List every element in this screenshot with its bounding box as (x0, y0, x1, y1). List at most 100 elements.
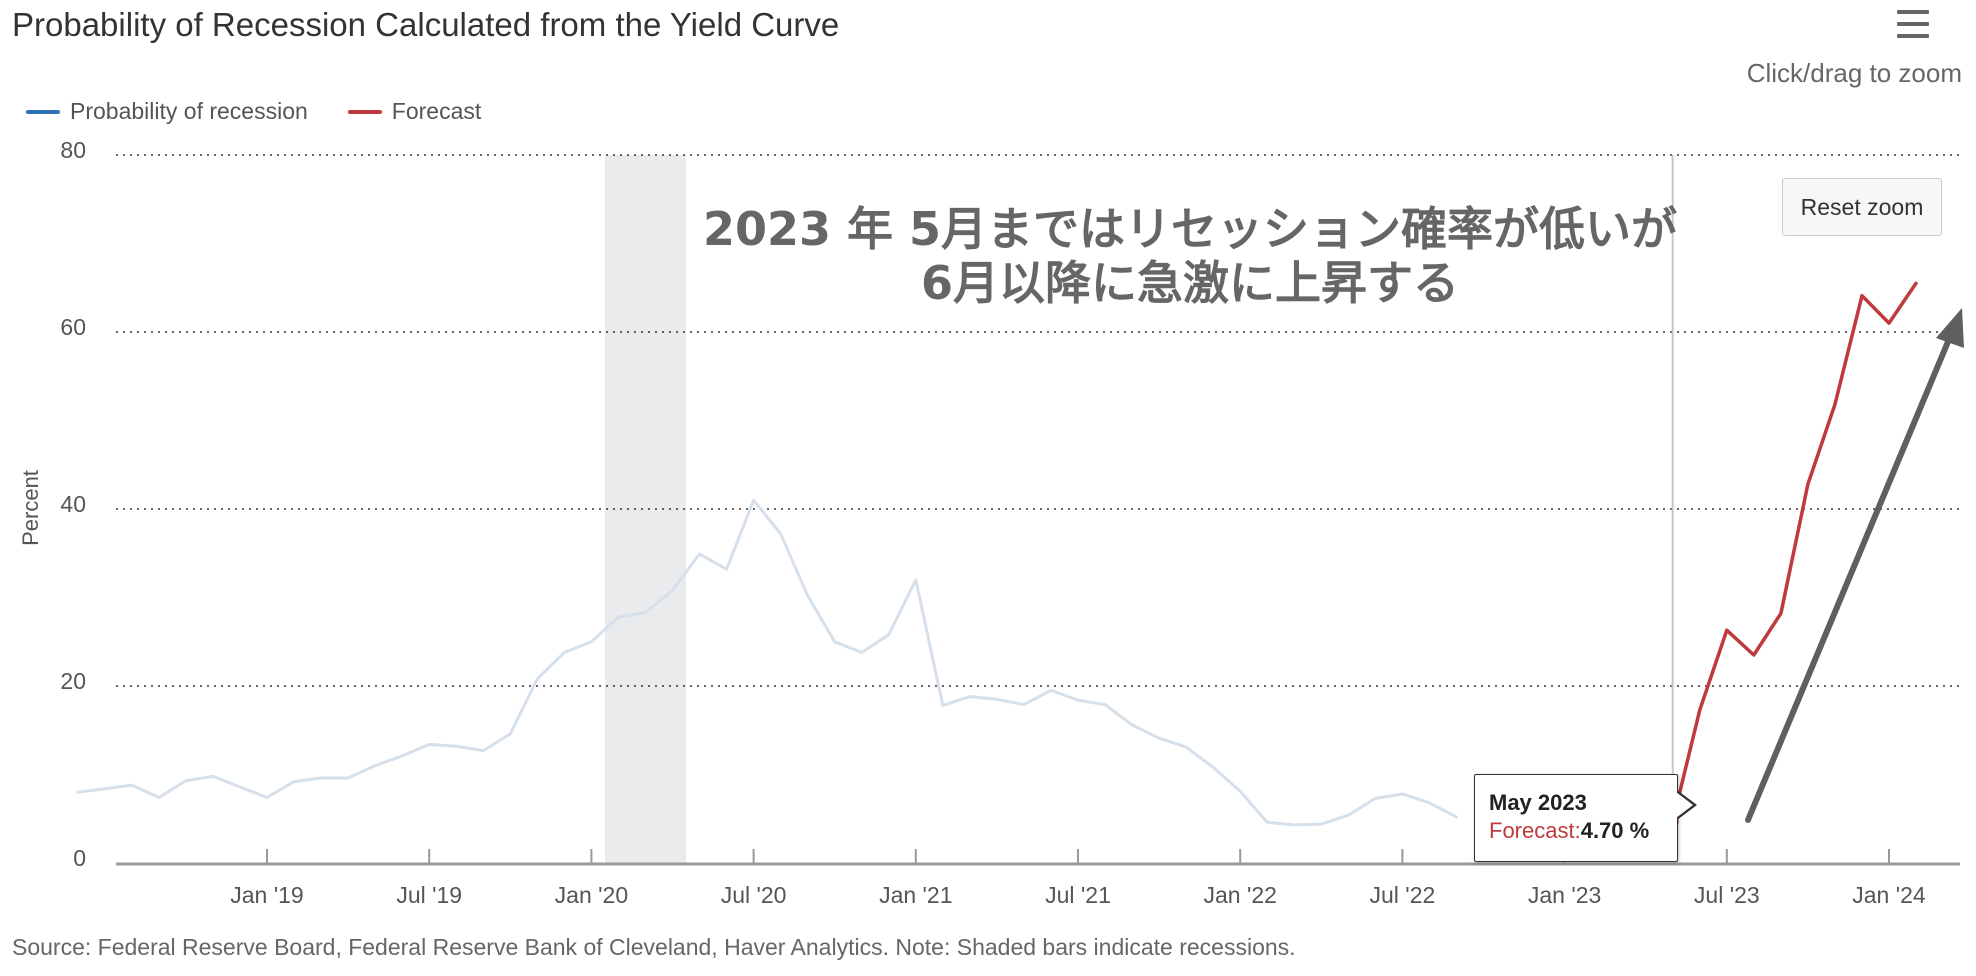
forecast-point[interactable] (1805, 481, 1811, 487)
forecast-point[interactable] (1697, 707, 1703, 713)
forecast-point[interactable] (1724, 627, 1730, 633)
probability-point[interactable] (913, 577, 919, 583)
probability-point[interactable] (1345, 812, 1351, 818)
x-tick-label: Jan '21 (879, 882, 952, 908)
chart-title: Probability of Recession Calculated from… (12, 6, 840, 43)
probability-point[interactable] (75, 789, 81, 795)
probability-series-line[interactable] (76, 498, 1458, 827)
annotation-line-1: 2023 年 5月まではリセッション確率が低いが (702, 202, 1678, 256)
probability-point[interactable] (1048, 687, 1054, 693)
probability-point[interactable] (697, 551, 703, 557)
probability-point[interactable] (291, 779, 297, 785)
probability-point[interactable] (318, 775, 324, 781)
probability-point[interactable] (1075, 697, 1081, 703)
probability-point[interactable] (1210, 764, 1216, 770)
reset-zoom-button[interactable]: Reset zoom (1782, 178, 1942, 236)
probability-point[interactable] (1237, 788, 1243, 794)
probability-point[interactable] (129, 782, 135, 788)
probability-point[interactable] (372, 763, 378, 769)
probability-point[interactable] (832, 639, 838, 645)
probability-point[interactable] (1426, 800, 1432, 806)
probability-point[interactable] (1264, 819, 1270, 825)
legend-swatch-probability (26, 109, 60, 114)
probability-point[interactable] (588, 639, 594, 645)
forecast-point[interactable] (1832, 402, 1838, 408)
y-tick-label: 40 (60, 491, 86, 517)
legend-label-probability: Probability of recession (70, 98, 308, 124)
probability-point[interactable] (994, 696, 1000, 702)
probability-point[interactable] (1291, 822, 1297, 828)
x-tick-label: Jan '23 (1528, 882, 1601, 908)
probability-point[interactable] (1183, 744, 1189, 750)
probability-point[interactable] (156, 795, 162, 801)
probability-point[interactable] (561, 649, 567, 655)
probability-point[interactable] (642, 610, 648, 616)
probability-point[interactable] (724, 566, 730, 572)
probability-point[interactable] (805, 593, 811, 599)
y-tick-label: 60 (60, 314, 86, 340)
probability-point[interactable] (670, 587, 676, 593)
probability-point[interactable] (1102, 702, 1108, 708)
legend-item-probability[interactable]: Probability of recession (26, 98, 308, 125)
probability-point[interactable] (1372, 795, 1378, 801)
legend-label-forecast: Forecast (391, 98, 482, 124)
annotation-text: 2023 年 5月まではリセッション確率が低いが 6月以降に急激に上昇する (690, 202, 1690, 310)
probability-point[interactable] (751, 497, 757, 503)
probability-point[interactable] (264, 795, 270, 801)
x-tick-label: Jan '20 (555, 882, 628, 908)
probability-point[interactable] (859, 649, 865, 655)
x-tick-label: Jan '24 (1852, 882, 1926, 908)
annotation-arrow-shaft (1745, 322, 1958, 823)
forecast-point[interactable] (1778, 610, 1784, 616)
probability-point[interactable] (345, 775, 351, 781)
x-tick-label: Jul '20 (721, 882, 787, 908)
probability-point[interactable] (237, 784, 243, 790)
probability-point[interactable] (1453, 814, 1459, 820)
chart-legend: Probability of recession Forecast (26, 98, 481, 125)
y-tick-label: 20 (60, 668, 86, 694)
tooltip-date: May 2023 (1489, 790, 1587, 815)
probability-point[interactable] (426, 741, 432, 747)
probability-point[interactable] (1129, 722, 1135, 728)
x-tick-label: Jan '19 (230, 882, 303, 908)
forecast-point[interactable] (1886, 320, 1892, 326)
tooltip-pointer-fill (1676, 792, 1693, 818)
x-tick-label: Jul '23 (1694, 882, 1760, 908)
annotation-arrow-head (1936, 308, 1964, 348)
probability-point[interactable] (940, 702, 946, 708)
x-tick-label: Jul '22 (1370, 882, 1436, 908)
source-note: Source: Federal Reserve Board, Federal R… (12, 934, 1296, 960)
forecast-series-line[interactable] (1643, 281, 1918, 844)
y-tick-label: 0 (73, 845, 86, 871)
probability-point[interactable] (1318, 821, 1324, 827)
probability-point[interactable] (778, 531, 784, 537)
y-tick-label: 80 (60, 137, 86, 163)
tooltip-value: 4.70 % (1580, 818, 1650, 843)
forecast-point[interactable] (1913, 280, 1919, 286)
probability-point[interactable] (399, 753, 405, 759)
recession-shading (604, 155, 687, 863)
zoom-hint: Click/drag to zoom (1746, 58, 1962, 88)
x-tick-label: Jul '19 (396, 882, 462, 908)
probability-point[interactable] (183, 778, 189, 784)
probability-point[interactable] (1156, 735, 1162, 741)
probability-point[interactable] (886, 632, 892, 638)
probability-point[interactable] (507, 731, 513, 737)
probability-point[interactable] (1021, 702, 1027, 708)
hamburger-menu-icon[interactable] (1895, 8, 1931, 42)
probability-point[interactable] (1399, 791, 1405, 797)
probability-point[interactable] (210, 773, 216, 779)
annotation-line-2: 6月以降に急激に上昇する (920, 256, 1459, 310)
probability-point[interactable] (967, 694, 973, 700)
probability-point[interactable] (480, 748, 486, 754)
probability-point[interactable] (615, 614, 621, 620)
forecast-point[interactable] (1751, 652, 1757, 658)
legend-item-forecast[interactable]: Forecast (347, 98, 482, 125)
probability-point[interactable] (102, 786, 108, 792)
probability-point[interactable] (453, 743, 459, 749)
x-tick-label: Jul '21 (1045, 882, 1111, 908)
probability-point[interactable] (534, 676, 540, 682)
legend-swatch-forecast (347, 109, 382, 114)
forecast-point[interactable] (1859, 293, 1865, 299)
